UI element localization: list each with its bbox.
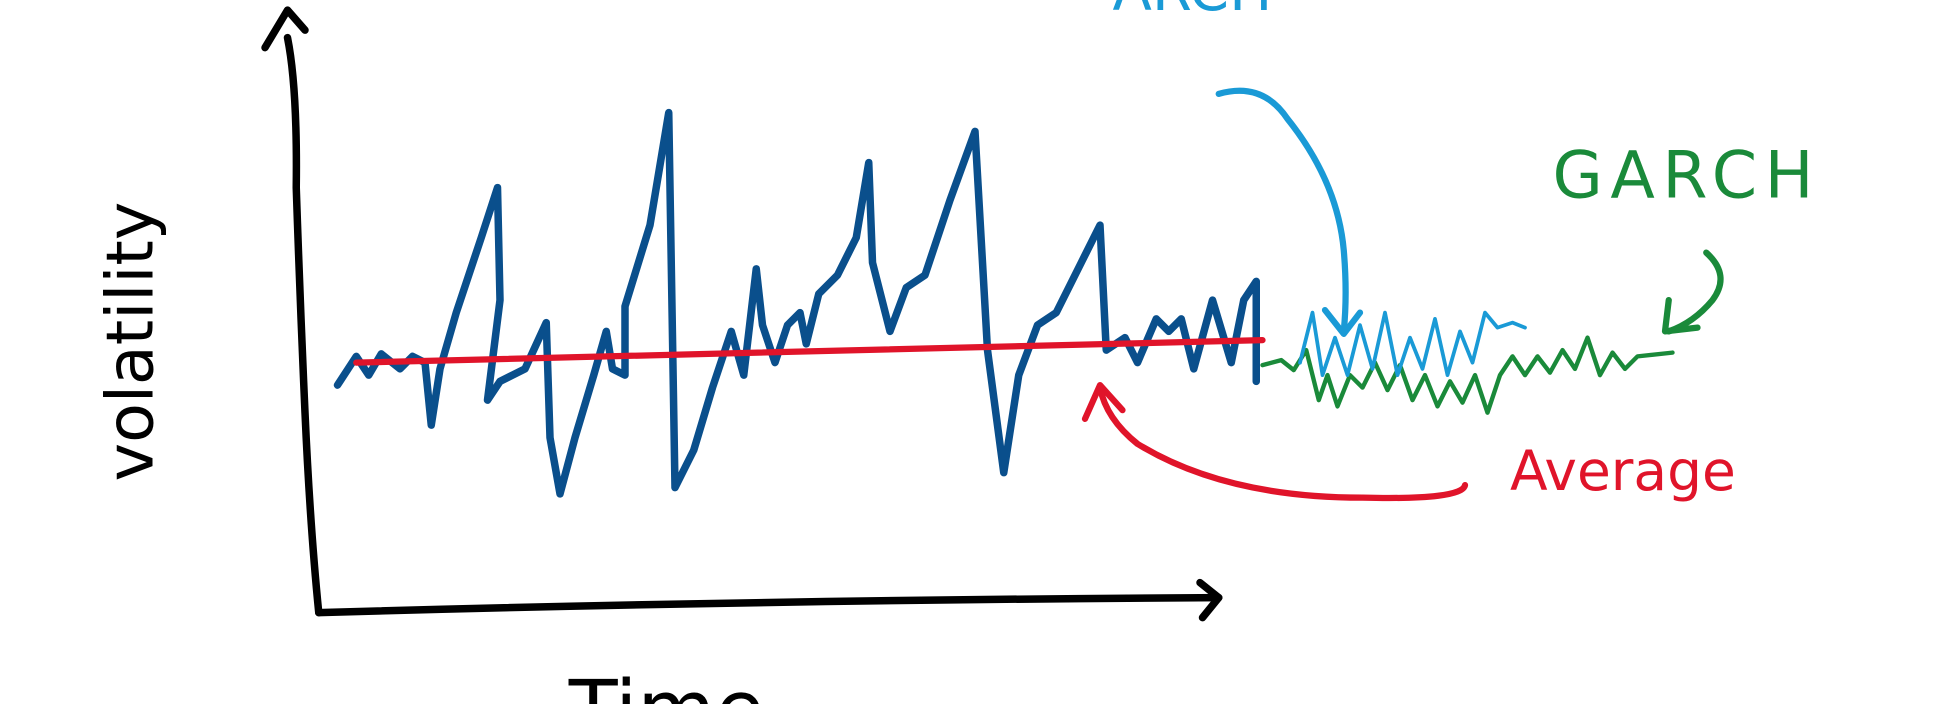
x-axis — [315, 593, 1223, 617]
y-axis-label: volatility — [94, 202, 169, 482]
arch-arrow — [1215, 87, 1349, 335]
garch-arrowhead — [1661, 297, 1701, 335]
garch-line — [1260, 335, 1675, 415]
average-line — [353, 337, 1266, 366]
garch-label: GARCH — [1553, 139, 1822, 214]
x-axis-label: Time — [568, 664, 765, 704]
y-axis — [283, 33, 323, 617]
y-arrow — [261, 6, 309, 52]
arch-label: ARCH — [1113, 0, 1273, 24]
x-arrow — [1196, 578, 1223, 622]
arch-line — [1298, 310, 1527, 377]
average-arrow — [1096, 384, 1469, 502]
garch-arrow — [1665, 249, 1724, 335]
average-label: Average — [1510, 439, 1736, 503]
arch-arrowhead — [1321, 307, 1364, 337]
volatility-line — [333, 108, 1260, 498]
average-arrowhead — [1081, 382, 1126, 422]
